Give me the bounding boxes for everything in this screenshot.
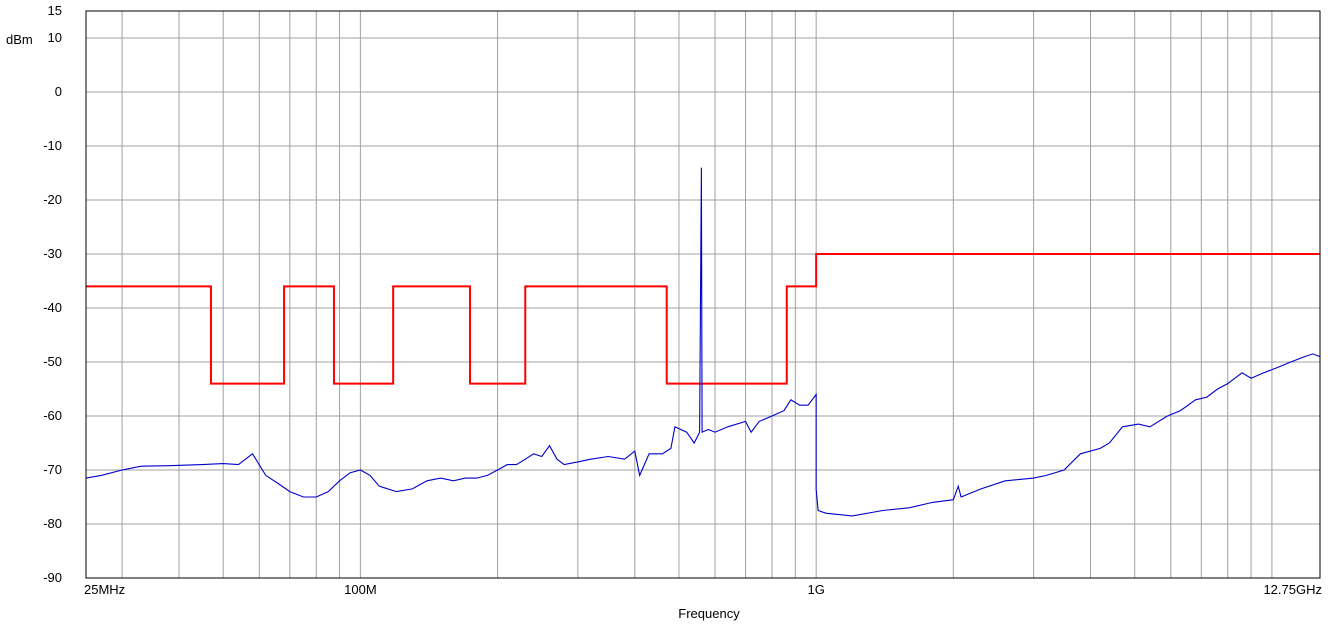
y-tick-label: -50 [43,354,62,369]
y-tick-label: -30 [43,246,62,261]
limit-line-series [86,253,1320,385]
y-tick-label: -90 [43,570,62,585]
y-tick-label: 15 [48,3,62,18]
plot-frame [85,10,1321,579]
grid [86,11,1320,578]
y-tick-label: -70 [43,462,62,477]
y-tick-label: -10 [43,138,62,153]
y-tick-label: 10 [48,30,62,45]
y-tick-labels: 15 10 0 -10 -20 -30 -40 -50 -60 -70 -80 -90 [43,3,62,585]
x-tick-label: 100M [344,582,377,597]
x-axis-label: Frequency [678,606,740,621]
y-tick-label: -20 [43,192,62,207]
series-layer [85,167,1321,517]
y-tick-label: -40 [43,300,62,315]
x-tick-labels: 25MHz 100M 1G 12.75GHz [84,582,1322,597]
y-tick-label: 0 [55,84,62,99]
x-tick-label: 25MHz [84,582,125,597]
y-axis-label: dBm [6,32,33,47]
y-tick-label: -80 [43,516,62,531]
measured-spectrum-series [85,167,1321,517]
x-tick-label: 1G [807,582,824,597]
y-tick-label: -60 [43,408,62,423]
x-tick-label: 12.75GHz [1263,582,1322,597]
